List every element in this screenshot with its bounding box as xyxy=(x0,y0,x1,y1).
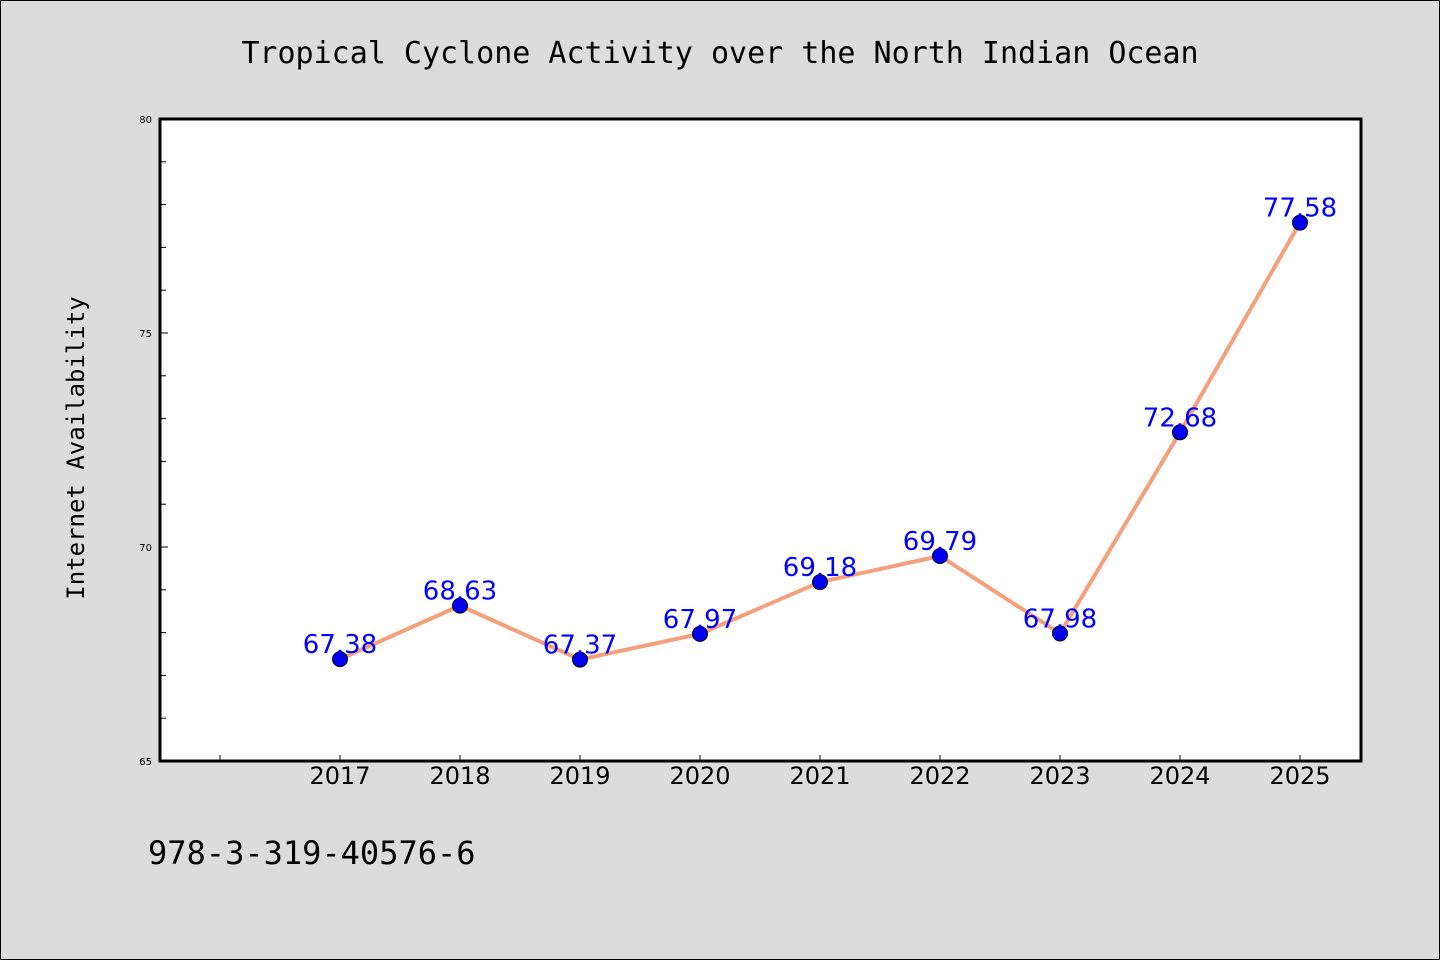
y-tick-label: 65 xyxy=(139,757,152,768)
axis-ticks: 65 70 75 80 2017 2018 2019 2020 2021 2022 2023 2024… xyxy=(139,115,1330,790)
x-tick-label: 2023 xyxy=(1029,762,1090,790)
data-label: 69.18 xyxy=(783,553,857,583)
data-point xyxy=(812,574,828,591)
data-point xyxy=(452,597,468,614)
data-label: 67.98 xyxy=(1023,604,1097,634)
x-tick-label: 2019 xyxy=(549,762,610,790)
x-tick-label: 2020 xyxy=(669,762,730,790)
isbn-footer: 978-3-319-40576-6 xyxy=(148,834,476,872)
x-tick-label: 2024 xyxy=(1149,762,1210,790)
y-axis-label: Internet Availability xyxy=(62,296,90,599)
data-point xyxy=(1052,625,1068,642)
data-point xyxy=(1172,424,1188,441)
data-label: 77.58 xyxy=(1263,194,1337,224)
data-point xyxy=(572,651,588,668)
data-labels-layer: 67.38 68.63 67.37 67.97 69.18 69.79 67.98 72.68… xyxy=(303,194,1337,661)
data-label: 68.63 xyxy=(423,577,497,607)
plot-border xyxy=(158,117,1363,763)
x-tick-label: 2017 xyxy=(309,762,370,790)
chart-title: Tropical Cyclone Activity over the North… xyxy=(241,36,1198,71)
data-label: 72.68 xyxy=(1143,403,1217,433)
data-point xyxy=(1292,214,1308,231)
data-label: 67.37 xyxy=(543,631,617,661)
data-point xyxy=(332,651,348,668)
y-tick-label: 75 xyxy=(139,329,152,340)
x-tick-label: 2021 xyxy=(789,762,850,790)
x-tick-label: 2018 xyxy=(429,762,490,790)
y-tick-label: 80 xyxy=(139,115,152,126)
data-label: 69.79 xyxy=(903,527,977,557)
plot-area xyxy=(160,119,1361,761)
y-tick-label: 70 xyxy=(139,543,152,554)
data-point xyxy=(692,625,708,642)
data-label: 67.97 xyxy=(663,605,737,635)
data-label: 67.38 xyxy=(303,630,377,660)
x-tick-label: 2022 xyxy=(909,762,970,790)
series-layer xyxy=(332,214,1308,668)
data-point xyxy=(932,547,948,564)
x-tick-label: 2025 xyxy=(1269,762,1330,790)
